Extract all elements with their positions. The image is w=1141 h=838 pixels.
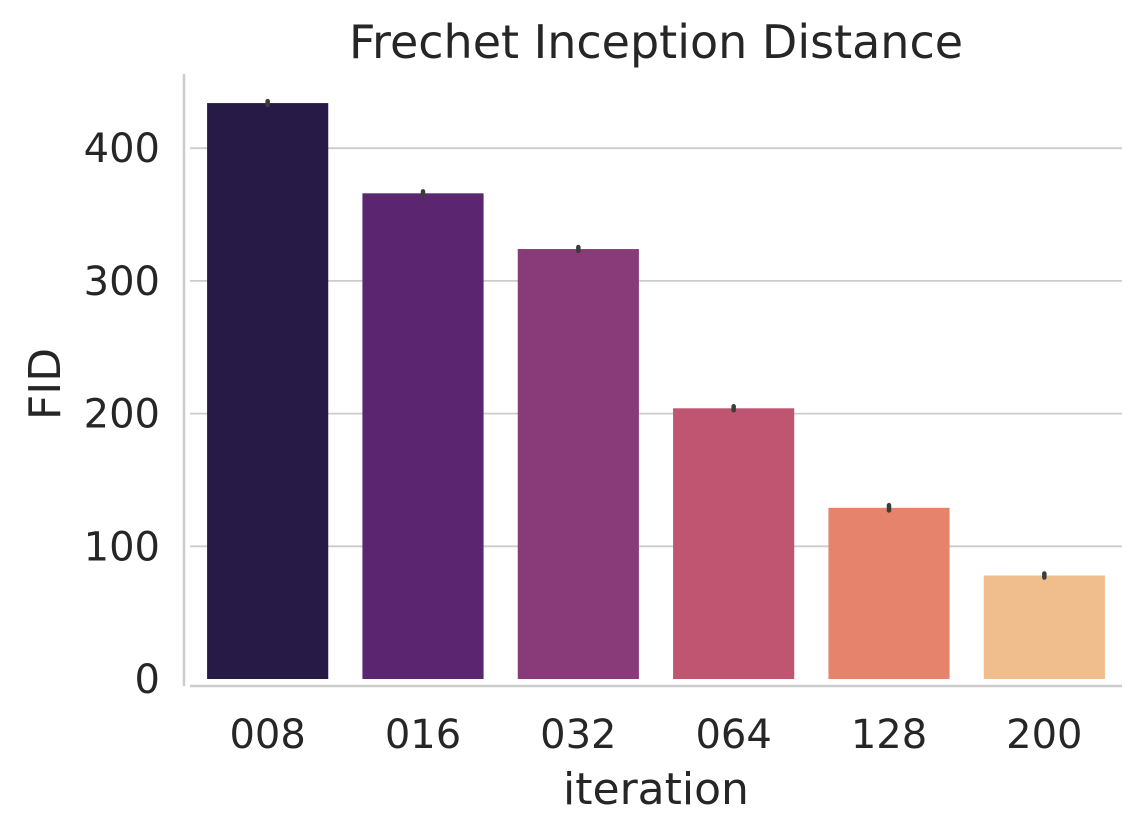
- y-tick-labels: 0 100 200 300 400: [84, 126, 160, 703]
- chart-title: Frechet Inception Distance: [349, 15, 963, 69]
- y-tick-label-100: 100: [84, 524, 160, 570]
- x-tick-label-200: 200: [1006, 712, 1082, 758]
- y-tick-label-400: 400: [84, 126, 160, 172]
- bar-008: [207, 103, 329, 679]
- x-tick-labels: 008 016 032 064 128 200: [229, 712, 1082, 758]
- bar-016: [362, 193, 484, 679]
- bar-064: [673, 408, 795, 679]
- y-axis-label: FID: [20, 348, 71, 420]
- gridlines: [190, 147, 1122, 548]
- y-tick-label-200: 200: [84, 392, 160, 438]
- x-axis-label: iteration: [563, 764, 749, 815]
- x-tick-label-008: 008: [229, 712, 305, 758]
- bar-128: [828, 507, 950, 679]
- x-tick-label-128: 128: [851, 712, 927, 758]
- bar-200: [983, 575, 1105, 679]
- x-tick-label-016: 016: [385, 712, 461, 758]
- axes: [182, 74, 1122, 688]
- x-tick-label-064: 064: [695, 712, 771, 758]
- bar-032: [517, 249, 639, 679]
- y-tick-label-0: 0: [135, 657, 160, 703]
- error-bars: [265, 98, 1047, 580]
- x-tick-label-032: 032: [540, 712, 616, 758]
- y-tick-label-300: 300: [84, 259, 160, 305]
- bars: [207, 103, 1105, 679]
